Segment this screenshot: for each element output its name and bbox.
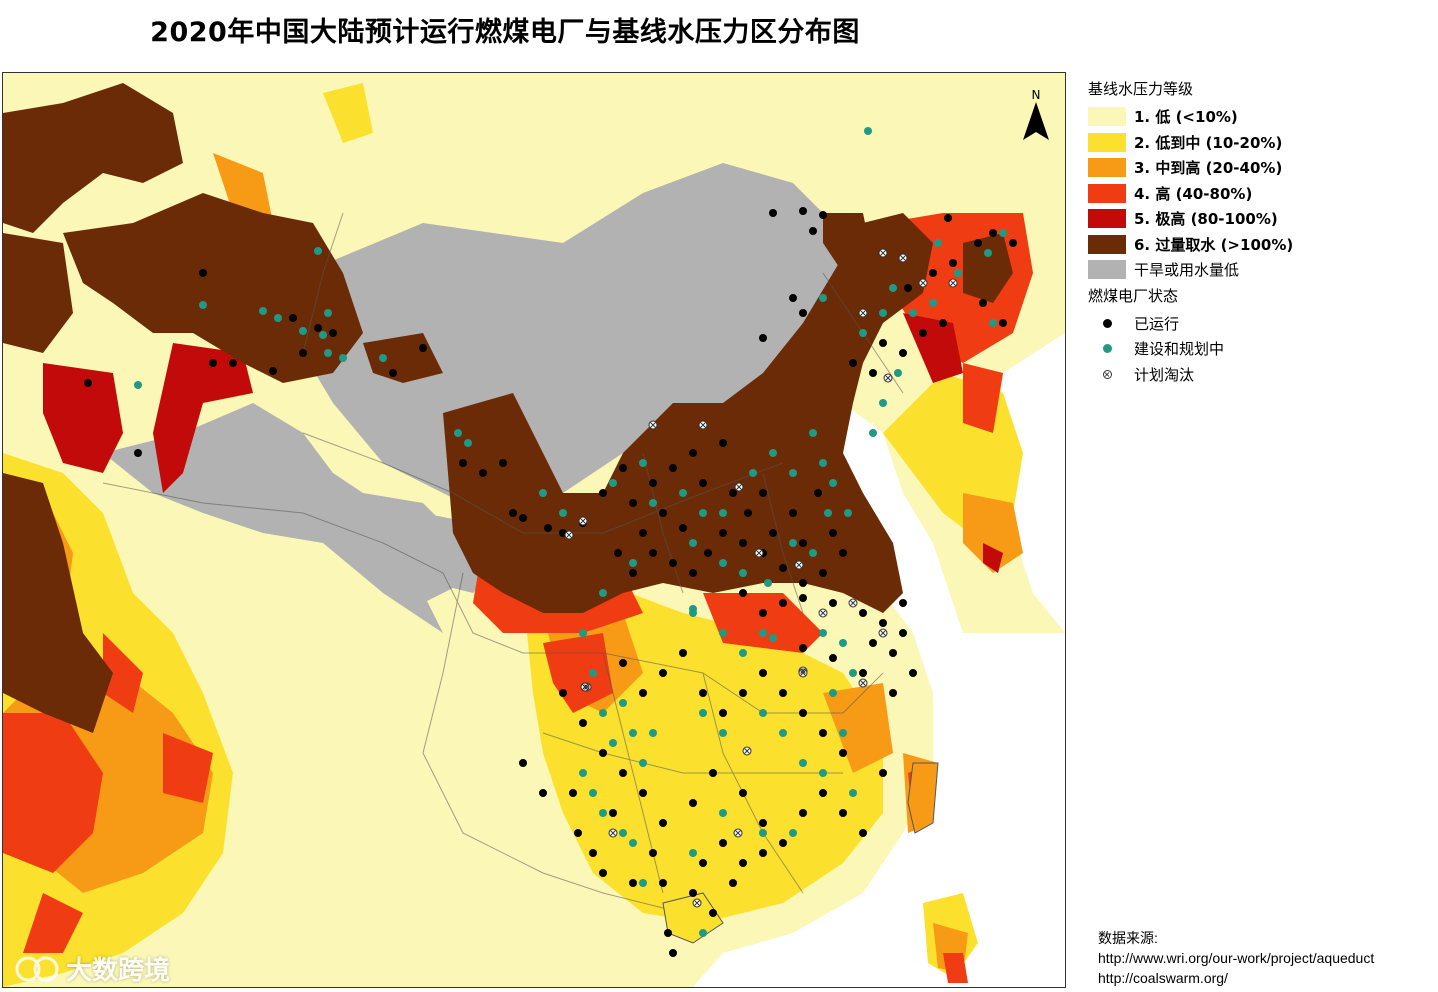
- legend-plant-heading: 燃煤电厂状态: [1088, 286, 1179, 305]
- legend-item-plant-3: × 计划淘汰: [1088, 362, 1428, 388]
- legend-swatch: [1088, 234, 1126, 254]
- operating-marker-icon: [1102, 318, 1112, 328]
- retirement-marker-icon: ×: [1102, 369, 1112, 379]
- legend-label: 1. 低 (<10%): [1134, 108, 1238, 127]
- map-title: 2020年中国大陆预计运行燃煤电厂与基线水压力区分布图: [150, 17, 860, 48]
- legend-swatch: [1088, 158, 1126, 178]
- source-link-aqueduct[interactable]: http://www.wri.org/our-work/project/aque…: [1098, 950, 1375, 966]
- legend-item-water-6: 6. 过量取水 (>100%): [1088, 232, 1428, 258]
- legend-item-water-3: 3. 中到高 (20-40%): [1088, 155, 1428, 181]
- legend-item-plant-2: 建设和规划中: [1088, 336, 1428, 362]
- data-source: 数据来源: http://www.wri.org/our-work/projec…: [1098, 928, 1374, 988]
- watermark-text: 大数跨境: [66, 956, 171, 986]
- north-label: N: [1031, 88, 1041, 102]
- watermark: 大数跨境: [14, 950, 170, 987]
- legend-item-water-1: 1. 低 (<10%): [1088, 104, 1428, 130]
- north-arrow-icon: [1023, 102, 1049, 140]
- legend-water-heading: 基线水压力等级: [1088, 80, 1194, 98]
- plant-status-legend: 已运行建设和规划中 × 计划淘汰: [1088, 311, 1428, 388]
- legend-swatch: [1088, 209, 1126, 229]
- map-frame: [2, 72, 1066, 988]
- source-heading: 数据来源:: [1098, 930, 1158, 946]
- legend-swatch: [1088, 183, 1126, 203]
- planned-marker-icon: [1102, 344, 1112, 354]
- legend-item-plant-1: 已运行: [1088, 311, 1428, 337]
- legend-label: 3. 中到高 (20-40%): [1134, 159, 1283, 178]
- legend-label: 5. 极高 (80-100%): [1134, 210, 1278, 229]
- water-stress-legend: 1. 低 (<10%) 2. 低到中 (10-20%) 3. 中到高 (20-40%…: [1088, 104, 1428, 283]
- legend-label: 干旱或用水量低: [1134, 261, 1240, 280]
- legend-swatch: [1088, 132, 1126, 152]
- legend: 基线水压力等级 1. 低 (<10%) 2. 低到中 (10-20%) 3. 中到高…: [1088, 78, 1428, 387]
- legend-item-water-7: 干旱或用水量低: [1088, 257, 1428, 283]
- legend-label: 2. 低到中 (10-20%): [1134, 133, 1283, 152]
- legend-label: 计划淘汰: [1134, 365, 1195, 384]
- legend-item-water-4: 4. 高 (40-80%): [1088, 181, 1428, 207]
- legend-label: 已运行: [1134, 314, 1180, 333]
- legend-label: 建设和规划中: [1134, 340, 1225, 359]
- north-arrow: N: [1016, 88, 1056, 145]
- power-plant-markers: [84, 127, 1017, 957]
- legend-swatch: [1088, 107, 1126, 127]
- legend-swatch: [1088, 260, 1126, 280]
- legend-label: 6. 过量取水 (>100%): [1134, 235, 1294, 254]
- watermark-logo-icon: [15, 956, 59, 981]
- legend-item-water-5: 5. 极高 (80-100%): [1088, 206, 1428, 232]
- water-stress-map: [3, 73, 1065, 987]
- legend-label: 4. 高 (40-80%): [1134, 184, 1253, 203]
- source-link-coalswarm[interactable]: http://coalswarm.org/: [1098, 970, 1228, 986]
- legend-item-water-2: 2. 低到中 (10-20%): [1088, 130, 1428, 156]
